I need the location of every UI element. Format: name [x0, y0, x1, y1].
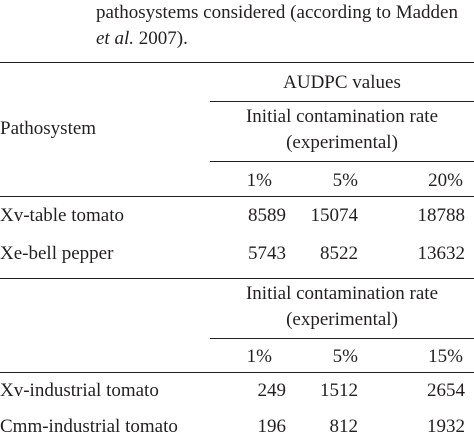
block2-subheader-line1: Initial contamination rate	[245, 283, 439, 304]
table-cell: 1932	[427, 416, 465, 437]
table-cell: 15074	[310, 205, 359, 226]
block1-subheader-line2: (experimental)	[286, 132, 398, 153]
block1-col-1: 1%	[246, 170, 272, 191]
header-pathosystem: Pathosystem	[0, 118, 97, 139]
caption-line-1: pathosystems considered (according to Ma…	[96, 2, 458, 23]
block1-subheader-line1: Initial contamination rate	[245, 106, 439, 127]
block1-col-2: 5%	[332, 170, 358, 191]
audpc-underline	[210, 101, 474, 102]
caption-et-al: et al.	[96, 28, 134, 49]
block2-col-1: 1%	[246, 346, 272, 367]
block2-col-3: 15%	[428, 346, 463, 367]
table-cell: 8589	[248, 205, 286, 226]
table-row-name: Xv-industrial tomato	[0, 380, 159, 401]
table-row-name: Xe-bell pepper	[0, 243, 114, 264]
table-cell: 249	[257, 380, 287, 401]
table-cell: 812	[329, 416, 359, 437]
block2-subheader-line2: (experimental)	[286, 309, 398, 330]
table-cell: 196	[257, 416, 287, 437]
block2-subheader-underline	[210, 338, 474, 339]
top-rule	[0, 62, 474, 63]
block1-header-rule	[0, 196, 474, 197]
caption-line-2: et al. 2007).	[96, 26, 188, 52]
table-cell: 5743	[248, 243, 286, 264]
table-row-name: Xv-table tomato	[0, 205, 124, 226]
caption-year: 2007).	[134, 28, 188, 49]
block-separator-rule	[0, 278, 474, 279]
block1-subheader-underline	[210, 161, 474, 162]
table-cell: 8522	[320, 243, 358, 264]
table-cell: 1512	[320, 380, 358, 401]
table-cell: 2654	[427, 380, 465, 401]
block2-header-rule	[0, 372, 474, 373]
header-audpc-values: AUDPC values	[283, 72, 401, 93]
table-cell: 13632	[417, 243, 466, 264]
block1-col-3: 20%	[428, 170, 463, 191]
table-cell: 18788	[417, 205, 466, 226]
table-row-name: Cmm-industrial tomato	[0, 416, 178, 437]
block2-col-2: 5%	[332, 346, 358, 367]
